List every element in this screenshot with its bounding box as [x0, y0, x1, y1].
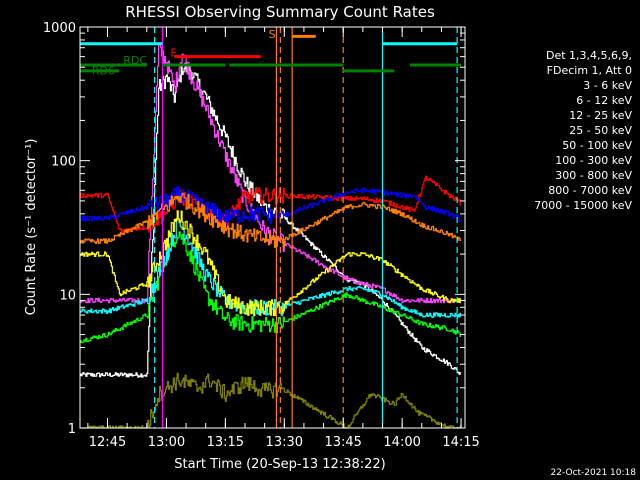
legend-label-3-6-kev: 3 - 6 keV: [583, 79, 632, 92]
x-tick-label: 13:45: [324, 435, 361, 450]
legend-label-12-25-kev: 12 - 25 keV: [569, 109, 632, 122]
x-tick-label: 12:45: [89, 435, 126, 450]
series-line-50-100-kev: [80, 210, 462, 317]
series-line-800-7000-kev: [80, 192, 462, 248]
legend-label-50-100-kev: 50 - 100 keV: [562, 139, 632, 152]
x-tick-label: 14:00: [383, 435, 420, 450]
y-tick-label: 1: [68, 422, 76, 437]
footer-date: 22-Oct-2021 10:18: [551, 468, 637, 478]
plot-frame: [79, 26, 466, 429]
x-tick-label: 13:15: [207, 435, 244, 450]
legend: 3 - 6 keV 6 - 12 keV 12 - 25 keV 25 - 50 ke…: [534, 79, 632, 212]
plot-area: F RDC RD6 S 1 10 100 1000 12:45 13:00 13:15 13:30 13…: [43, 21, 480, 450]
chart-title: RHESSI Observing Summary Count Rates: [125, 3, 435, 21]
series-line-12-25-kev: [80, 231, 462, 344]
series-line-6-12-kev: [80, 42, 462, 304]
legend-label-25-50-kev: 25 - 50 keV: [569, 124, 632, 137]
legend-label-300-800-kev: 300 - 800 keV: [555, 169, 632, 182]
series-line-100-300-kev: [80, 175, 462, 233]
y-tick-label: 1000: [43, 21, 76, 36]
state-label-s: S: [269, 28, 276, 41]
x-tick-label: 13:00: [148, 435, 185, 450]
series-line-300-800-kev: [80, 185, 462, 225]
legend-label-6-12-kev: 6 - 12 keV: [576, 94, 632, 107]
legend-header-line-1: Det 1,3,4,5,6,9,: [546, 49, 632, 62]
legend-label-800-7000-kev: 800 - 7000 keV: [548, 184, 632, 197]
state-label-f: F: [170, 47, 176, 60]
x-tick-label: 14:15: [442, 435, 479, 450]
state-label-rd6: RD6: [92, 65, 115, 78]
x-tick-label: 13:30: [266, 435, 303, 450]
series-line-7000-15000-kev: [80, 372, 462, 429]
legend-label-7000-15000-kev: 7000 - 15000 keV: [534, 199, 632, 212]
x-axis-label: Start Time (20-Sep-13 12:38:22): [174, 457, 385, 472]
y-axis-label: Count Rate (s⁻¹ detector⁻¹): [24, 139, 39, 316]
state-label-rdc: RDC: [123, 54, 147, 67]
y-tick-label: 10: [59, 288, 76, 303]
legend-label-100-300-kev: 100 - 300 keV: [555, 154, 632, 167]
y-tick-label: 100: [51, 155, 76, 170]
legend-header-line-2: FDecim 1, Att 0: [547, 64, 632, 77]
